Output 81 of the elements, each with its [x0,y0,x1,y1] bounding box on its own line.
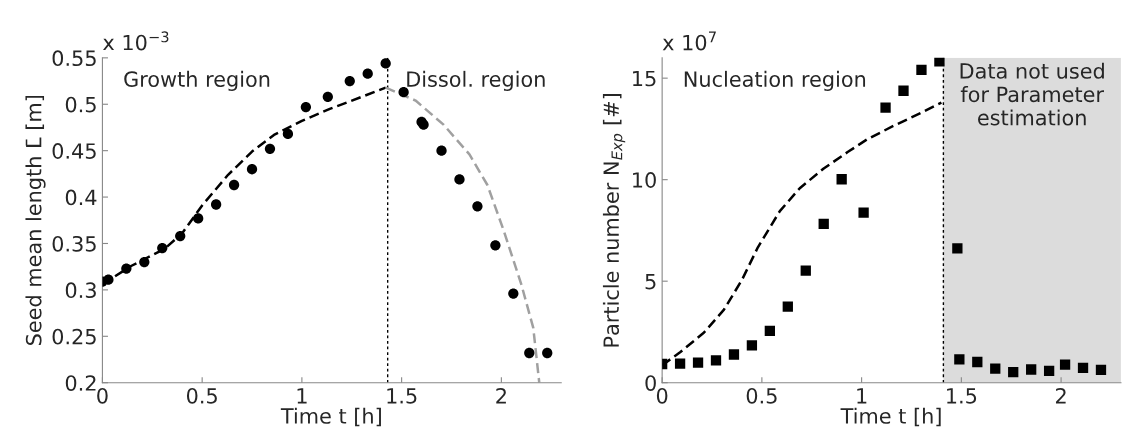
x-tick-label: 2 [496,387,506,404]
x-tick-label: 1 [297,388,307,404]
y-tick-label: 0.3 [65,282,96,299]
point [246,164,258,175]
y-axis-title: Particle number N$_{Exp}$ [#] [602,94,626,347]
point [508,288,519,299]
point [210,199,222,210]
point [436,145,447,156]
point [490,240,501,251]
point [322,91,333,102]
x-tick-label: 1.5 [947,388,977,404]
point [674,358,686,369]
y-axis-title: Seed mean length L̄ [m] [25,95,46,346]
point [954,354,965,365]
point [175,230,186,242]
x-tick-label: 1 [857,388,867,404]
point [542,347,553,359]
point [1077,362,1089,374]
point [193,213,204,224]
point [800,265,811,276]
y-tick-label: 0.55 [52,50,96,67]
point [972,356,983,368]
point [1059,359,1071,370]
x-tick-label: 0.5 [186,387,217,404]
band-label: Data not used for Parameter estimation [960,62,1104,126]
point [282,128,294,140]
point [1008,366,1019,378]
point [380,58,391,69]
point [746,340,758,351]
point [782,301,793,312]
point [139,256,150,268]
y-tick-label: 0 [645,375,656,391]
x-tick-label: 1.5 [387,388,417,404]
point [898,85,909,96]
y-tick-label: 0.4 [65,189,97,206]
annotation: Dissol. region [407,70,545,92]
point [990,363,1001,374]
point [524,347,535,359]
point [764,325,776,337]
x-axis-title: Time t [h] [840,407,941,427]
point [1043,365,1055,377]
point [710,355,722,366]
point [362,68,373,79]
point [472,201,483,212]
y-tick-label: 0.2 [65,375,96,391]
point [692,357,704,368]
annotation: Nucleation region [684,70,866,92]
point [1095,364,1107,376]
y-tick-label: 10 [633,172,656,188]
point [952,243,963,254]
point [157,242,168,254]
point [916,64,927,75]
x-tick-label: 0 [656,387,668,404]
x-tick-label: 2 [1055,387,1066,404]
point [264,143,276,154]
point [121,263,132,274]
annotation: Growth region [124,70,270,92]
point [454,174,465,185]
point [728,349,740,360]
x-tick-label: 0 [97,387,108,404]
y-tick-label: 0.25 [52,328,96,345]
x-tick-label: 0.5 [746,387,777,404]
y-tick-label: 0.5 [65,96,96,113]
point [818,218,829,230]
text: x 10$^{7}$ [662,31,716,51]
point [398,87,409,98]
point [858,207,869,218]
point [836,174,847,185]
point [103,274,114,285]
point [880,102,891,113]
y-tick-label: 15 [633,70,656,87]
text: x 10$^{−3}$ [103,31,169,51]
point [344,75,355,87]
x-axis-title: Time t [h] [280,407,381,427]
point [228,179,240,191]
y-tick-label: 0.35 [52,235,96,252]
point [934,57,945,67]
point [300,101,312,113]
y-tick-label: 5 [645,273,656,290]
point [1026,364,1037,375]
y-tick-label: 0.45 [52,143,96,159]
